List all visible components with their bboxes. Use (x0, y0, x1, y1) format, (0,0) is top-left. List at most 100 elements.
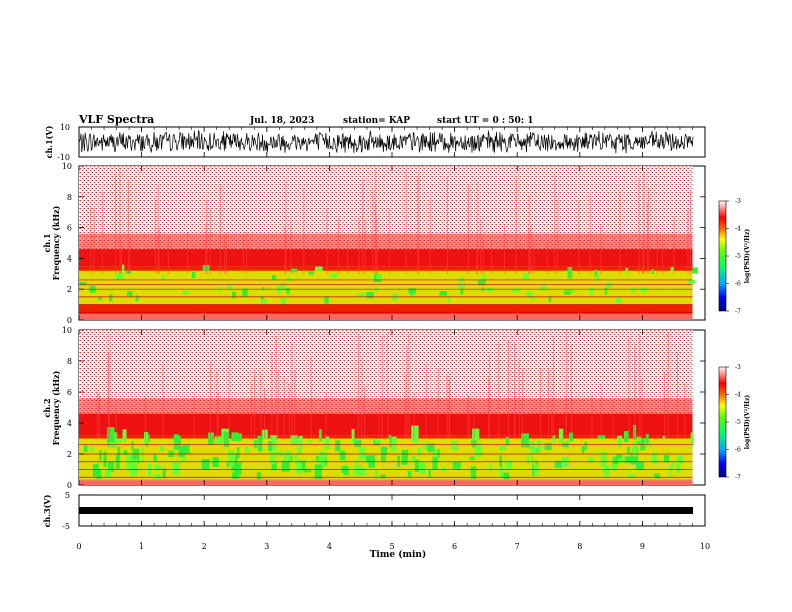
spectrogram-burst (107, 351, 109, 439)
spectrogram-green-patch (223, 431, 230, 447)
xtick-label: 8 (577, 542, 582, 551)
spectrogram-burst (449, 372, 451, 439)
time-axis-ticks: 0 1 2 3 4 5 6 7 8 9 10 (76, 127, 710, 551)
ch3-waveform-trace (79, 507, 693, 514)
spectrogram-green-patch (584, 442, 588, 451)
spectrogram-green-patch (262, 287, 265, 291)
spectrogram-green-patch (257, 436, 263, 444)
spectrogram-green-patch (401, 449, 409, 461)
ch1-waveform-panel: 10 -10 ch.1(V) (44, 123, 706, 162)
xtick-label: 10 (700, 542, 710, 551)
spectrogram-green-patch (117, 438, 122, 443)
spectrogram-green-patch (632, 441, 638, 457)
spectrogram-burst (115, 173, 117, 274)
spectrogram-green-patch (172, 461, 181, 475)
spectrogram-green-patch (361, 467, 367, 476)
spectrogram-green-patch (627, 446, 630, 454)
spectrogram-green-patch (544, 442, 552, 450)
spectrogram-burst (404, 373, 406, 439)
spectrogram-burst (628, 336, 630, 439)
spectrogram-burst (357, 333, 359, 439)
spectrogram-burst (93, 207, 95, 274)
spectrogram-green-patch (237, 433, 242, 441)
spectrogram-green-patch (380, 474, 386, 479)
spectrogram-green-patch (534, 464, 539, 476)
spectrogram-burst (667, 331, 669, 439)
spectrogram-green-patch (637, 440, 644, 445)
spectrogram-burst (522, 368, 524, 439)
spectrogram-green-patch (612, 456, 619, 465)
spectrogram-burst (437, 368, 439, 439)
spectrogram-green-patch (282, 460, 290, 472)
spectrogram-burst (277, 370, 279, 439)
spectrogram-green-patch (505, 437, 509, 446)
xtick-label: 9 (640, 542, 645, 551)
spectrogram-green-patch (417, 447, 421, 457)
spectrogram-burst (578, 199, 580, 274)
spectrogram-burst (405, 168, 407, 274)
spectrogram-green-patch (600, 451, 607, 467)
spectrogram-burst (283, 377, 285, 439)
spectrogram-green-patch (375, 439, 382, 443)
ytick-label: 10 (62, 326, 72, 335)
spectrogram-green-patch (690, 432, 694, 447)
spectrogram-green-patch (122, 429, 127, 442)
spectrogram-green-patch (604, 287, 608, 295)
spectrogram-green-patch (108, 461, 114, 473)
spectrogram-green-patch (432, 457, 438, 469)
spectrogram-burst (381, 335, 383, 439)
ch3-waveform-panel: 5 -5 ch.3(V) (42, 491, 706, 531)
spectrogram-burst (648, 188, 650, 274)
ch2-spectrogram-yticks: 0 2 4 6 8 10 (62, 326, 705, 490)
spectrogram-burst (467, 395, 469, 439)
spectrogram-burst (362, 178, 364, 274)
spectrogram-green-patch (471, 441, 477, 447)
spectrogram-burst (96, 388, 98, 439)
ytick-label: 10 (62, 162, 72, 171)
spectrogram-burst (557, 199, 559, 274)
spectrogram-green-patch (154, 474, 161, 480)
spectrogram-green-patch (554, 460, 563, 468)
spectrogram-green-patch (470, 466, 477, 480)
spectrogram-burst (600, 224, 602, 274)
spectrogram-burst (375, 168, 377, 274)
spectrogram-burst (193, 393, 195, 439)
ytick-label: 6 (67, 224, 72, 233)
spectrogram-green-patch (594, 269, 598, 277)
spectrogram-burst (364, 386, 366, 439)
ch1-colorbar-ticks: -3 -4 -5 -6 -7 (726, 198, 741, 315)
spectrogram-green-patch (439, 291, 447, 296)
ch3-ylabel: ch.3(V) (42, 494, 52, 527)
spectrogram-burst (364, 220, 366, 274)
spectrogram-burst (565, 330, 567, 439)
spectrogram-burst (425, 364, 427, 439)
colorbar-tick-label: -3 (735, 198, 741, 205)
xtick-label: 6 (452, 542, 457, 551)
spectrogram-green-patch (603, 466, 610, 477)
spectrogram-green-patch (486, 287, 493, 293)
spectrogram-green-patch (154, 464, 161, 471)
spectrogram-burst (533, 239, 535, 274)
spectrogram-green-patch (376, 275, 382, 281)
spectrogram-burst (264, 389, 265, 439)
ytick-label: 6 (67, 388, 72, 397)
spectrogram-green-patch (526, 291, 533, 298)
spectrogram-green-patch (98, 297, 102, 301)
ch1-spectrogram-panel: 0 2 4 6 8 10 ch.1 Frequency (kHz) (42, 162, 706, 325)
spectrogram-green-patch (368, 455, 375, 468)
spectrogram-green-patch (343, 468, 349, 475)
spectrogram-burst (271, 353, 273, 439)
spectrogram-green-patch (242, 288, 248, 297)
spectrogram-green-patch (540, 284, 547, 291)
spectrogram-burst (491, 240, 493, 274)
spectrogram-green-patch (122, 264, 125, 271)
spectrogram-burst (144, 395, 146, 439)
ch2-spectrogram-panel: 0 2 4 6 8 10 ch.2 Frequency (kHz) (42, 326, 706, 490)
spectrogram-burst (310, 357, 312, 439)
colorbar-tick-label: -5 (735, 419, 741, 426)
spectrogram-green-patch (530, 294, 535, 300)
spectrogram-green-patch (105, 469, 112, 477)
ch3-ytick-bottom: -5 (62, 522, 70, 531)
xtick-label: 5 (389, 542, 394, 551)
spectrogram-burst (417, 176, 419, 274)
